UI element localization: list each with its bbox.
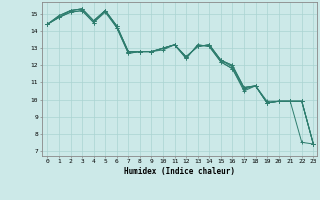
X-axis label: Humidex (Indice chaleur): Humidex (Indice chaleur) xyxy=(124,167,235,176)
